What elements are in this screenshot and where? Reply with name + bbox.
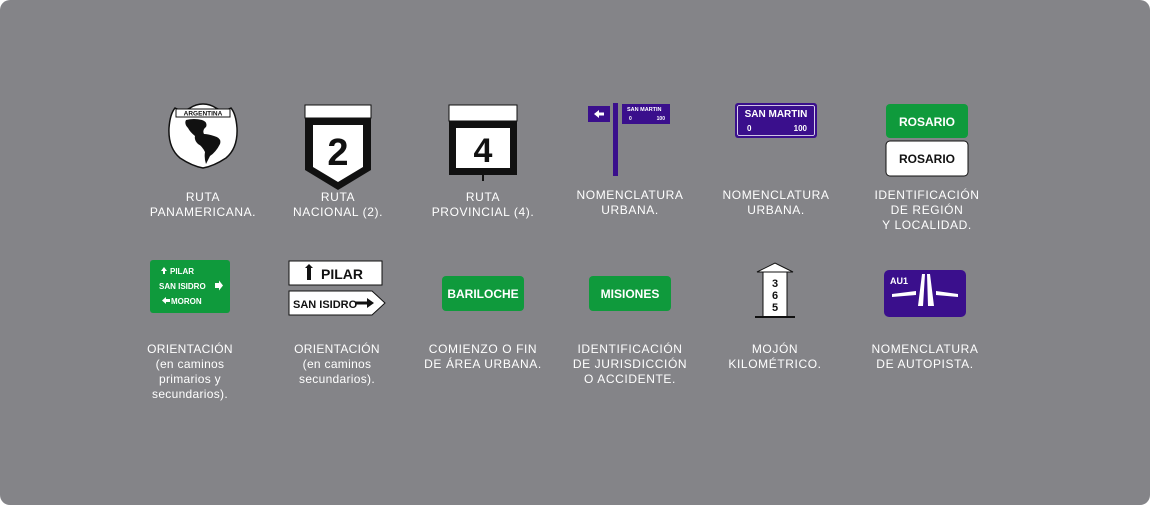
street-name-plate-icon: SAN MARTIN 0 100 <box>701 100 851 180</box>
green-jurisdiction-plate-icon: MISIONES <box>555 258 705 338</box>
plate-from: 0 <box>747 124 752 133</box>
town-name: BARILOCHE <box>447 287 518 301</box>
region-bottom-name: ROSARIO <box>899 152 955 166</box>
caption-ruta-provincial: RUTA PROVINCIAL (4). <box>431 190 535 219</box>
caption-orientacion-primarios: ORIENTACIÓN (en caminos primarios y secu… <box>147 342 233 401</box>
caption-identificacion-region: IDENTIFICACIÓN DE REGIÓN Y LOCALIDAD. <box>874 188 980 232</box>
caption-nomenclatura-urbana-pole: NOMENCLATURA URBANA. <box>576 188 684 217</box>
caption-ruta-panamericana: RUTA PANAMERICANA. <box>149 190 257 219</box>
kilometer-marker-icon: 3 6 5 <box>700 258 850 338</box>
region-top-name: ROSARIO <box>899 115 955 129</box>
white-direction-signs-icon: PILAR SAN ISIDRO <box>262 258 412 338</box>
pole-to: 100 <box>657 116 666 122</box>
green-direction-sign-icon: PILAR SAN ISIDRO MORON <box>115 258 265 338</box>
caption-ruta-nacional: RUTA NACIONAL (2). <box>292 190 384 219</box>
primary-line2: SAN ISIDRO <box>159 282 206 291</box>
secondary-top-name: PILAR <box>321 266 363 282</box>
panamericana-header: ARGENTINA <box>184 111 223 118</box>
pole-from: 0 <box>629 116 632 122</box>
highway-interchange-icon: AU1 <box>850 258 1000 338</box>
provincial-route-sign-icon: 4 <box>408 100 558 181</box>
nacional-number: 2 <box>327 132 348 174</box>
km-digit-1: 3 <box>772 278 778 290</box>
secondary-bottom-name: SAN ISIDRO <box>293 299 358 311</box>
street-name-pole-icon: SAN MARTIN 0 100 <box>555 100 705 180</box>
green-town-plate-icon: BARILOCHE <box>408 258 558 338</box>
primary-line3: MORON <box>171 297 202 306</box>
shield-with-americas-map-icon: ARGENTINA <box>128 100 278 180</box>
jurisdiction-name: MISIONES <box>601 287 660 301</box>
locality-plates-icon: ROSARIO ROSARIO <box>852 100 1002 180</box>
plate-street-name: SAN MARTIN <box>745 109 808 120</box>
provincial-number: 4 <box>474 132 493 170</box>
primary-line1: PILAR <box>170 267 194 276</box>
national-route-shield-icon: 2 <box>263 100 413 190</box>
km-digit-3: 5 <box>772 302 778 314</box>
caption-nomenclatura-autopista: NOMENCLATURA DE AUTOPISTA. <box>871 342 979 371</box>
pole-street-name: SAN MARTIN <box>627 107 662 113</box>
caption-mojon-kilometrico: MOJÓN KILOMÉTRICO. <box>728 342 822 371</box>
km-digit-2: 6 <box>772 290 778 302</box>
highway-code: AU1 <box>890 276 908 286</box>
caption-nomenclatura-urbana-plate: NOMENCLATURA URBANA. <box>722 188 830 217</box>
caption-comienzo-fin-area-urbana: COMIENZO O FIN DE ÁREA URBANA. <box>424 342 542 371</box>
plate-to: 100 <box>794 124 808 133</box>
caption-identificacion-jurisdiccion: IDENTIFICACIÓN DE JURISDICCIÓN O ACCIDEN… <box>572 342 688 386</box>
caption-orientacion-secundarios: ORIENTACIÓN (en caminos secundarios). <box>294 342 380 386</box>
